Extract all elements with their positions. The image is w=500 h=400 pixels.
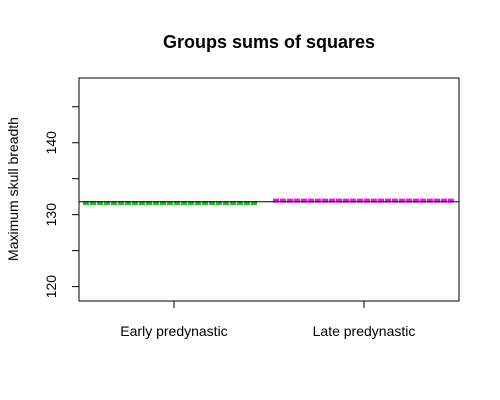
y-tick-label: 120 bbox=[43, 275, 59, 299]
y-tick-label: 140 bbox=[43, 131, 59, 155]
x-tick-label: Late predynastic bbox=[313, 323, 416, 339]
y-tick-label: 130 bbox=[43, 203, 59, 227]
chart-marks bbox=[79, 201, 459, 204]
plot-frame bbox=[79, 78, 459, 301]
x-tick-label: Early predynastic bbox=[120, 323, 227, 339]
chart-title: Groups sums of squares bbox=[163, 32, 375, 52]
y-axis-label: Maximum skull breadth bbox=[5, 117, 21, 261]
y-axis: 120 130 140 bbox=[43, 107, 79, 299]
x-axis: Early predynastic Late predynastic bbox=[120, 301, 415, 339]
